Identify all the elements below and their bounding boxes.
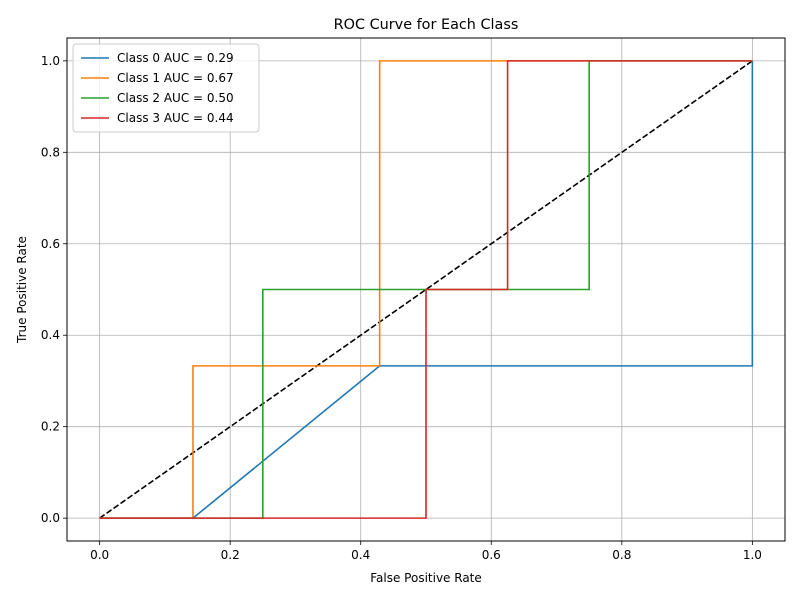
chart-title: ROC Curve for Each Class bbox=[334, 17, 519, 33]
plot-frame bbox=[66, 37, 786, 542]
legend-entry-label: Class 0 AUC = 0.29 bbox=[117, 51, 234, 65]
x-axis-label: False Positive Rate bbox=[370, 571, 482, 585]
y-tick-label: 0.6 bbox=[41, 237, 60, 251]
legend-entry-label: Class 2 AUC = 0.50 bbox=[117, 91, 234, 105]
series-layer bbox=[99, 60, 754, 519]
x-tick-label: 0.2 bbox=[221, 548, 240, 562]
y-axis-label: True Positive Rate bbox=[15, 236, 29, 344]
legend-entry-label: Class 3 AUC = 0.44 bbox=[117, 111, 234, 125]
y-tick-label: 0.8 bbox=[41, 145, 60, 159]
legend: Class 0 AUC = 0.29 Class 1 AUC = 0.67 Clas… bbox=[72, 43, 260, 133]
x-tick-label: 0.4 bbox=[351, 548, 370, 562]
x-tick-label: 0.8 bbox=[612, 548, 631, 562]
x-tick-label: 0.0 bbox=[90, 548, 109, 562]
legend-entry-label: Class 1 AUC = 0.67 bbox=[117, 71, 234, 85]
x-tick-label: 1.0 bbox=[743, 548, 762, 562]
series-line-class-3 bbox=[99, 60, 753, 519]
reference-layer bbox=[99, 60, 753, 519]
legend-box bbox=[72, 43, 260, 133]
y-tick-label: 0.0 bbox=[41, 511, 60, 525]
y-tick-label: 0.2 bbox=[41, 420, 60, 434]
y-ticks: 0.0 0.2 0.4 0.6 0.8 1.0 bbox=[41, 54, 67, 525]
x-tick-label: 0.6 bbox=[482, 548, 501, 562]
y-tick-label: 0.4 bbox=[41, 328, 60, 342]
reference-diagonal-line bbox=[99, 60, 753, 519]
y-tick-label: 1.0 bbox=[41, 54, 60, 68]
x-ticks: 0.0 0.2 0.4 0.6 0.8 1.0 bbox=[90, 541, 762, 562]
